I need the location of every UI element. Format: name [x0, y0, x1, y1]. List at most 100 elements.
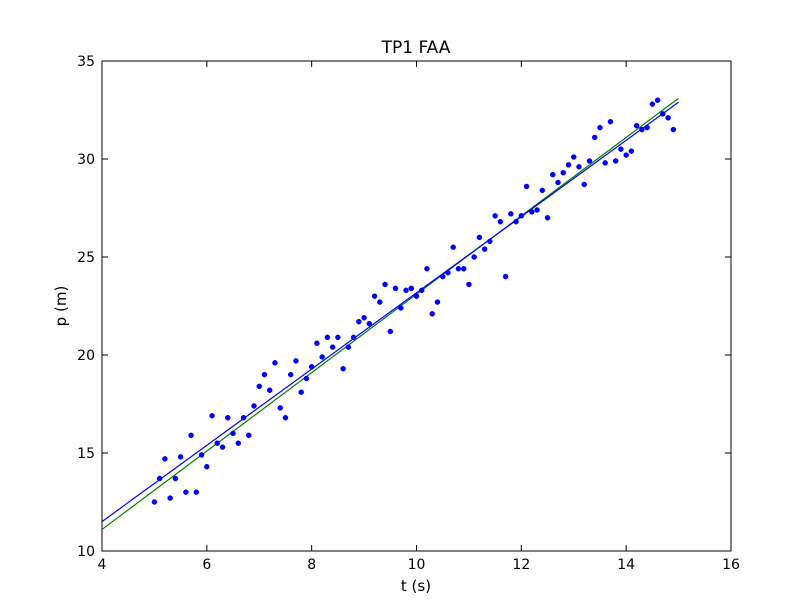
data-point-90	[623, 152, 629, 158]
data-point-47	[398, 305, 404, 311]
data-point-24	[277, 405, 283, 411]
data-point-19	[251, 403, 257, 409]
data-point-98	[665, 115, 671, 121]
data-point-54	[434, 299, 441, 305]
x-tick-label-0: 4	[98, 557, 107, 573]
data-point-91	[628, 148, 635, 154]
chart-title: TP1 FAA	[381, 38, 451, 58]
data-point-0	[151, 499, 158, 505]
data-point-2	[162, 456, 168, 462]
green-line	[101, 97, 679, 530]
x-axis-tick-labels: 4 6 8 10 12 14 16	[98, 557, 740, 573]
data-point-83	[586, 158, 593, 164]
y-tick-label-0: 10	[77, 544, 95, 560]
data-point-62	[476, 234, 483, 241]
data-point-3	[167, 495, 173, 501]
data-point-57	[450, 244, 456, 250]
data-point-93	[639, 126, 645, 133]
data-point-33	[324, 334, 331, 341]
data-points-layer	[151, 97, 677, 505]
data-point-21	[261, 371, 268, 378]
y-axis-label: p (m)	[52, 286, 70, 327]
data-point-51	[418, 287, 425, 294]
data-point-71	[523, 183, 530, 190]
data-point-59	[460, 266, 467, 272]
data-point-29	[303, 375, 310, 382]
data-point-23	[272, 360, 278, 366]
data-point-95	[649, 101, 656, 107]
data-point-4	[172, 475, 179, 482]
data-point-60	[466, 281, 472, 288]
data-point-35	[335, 334, 341, 341]
data-point-75	[544, 215, 551, 221]
data-point-49	[408, 285, 415, 292]
data-point-15	[230, 430, 236, 437]
data-point-76	[550, 171, 556, 178]
data-point-9	[198, 452, 205, 458]
data-point-22	[266, 387, 273, 394]
data-point-39	[356, 318, 362, 325]
data-point-86	[602, 160, 608, 166]
x-tick-label-1: 6	[202, 557, 211, 573]
data-point-8	[193, 489, 200, 495]
data-point-40	[361, 315, 367, 321]
data-point-94	[644, 124, 650, 131]
data-point-72	[529, 209, 535, 215]
data-point-32	[319, 354, 325, 360]
x-tick-label-5: 14	[617, 557, 635, 573]
data-point-12	[214, 440, 221, 446]
data-point-80	[571, 154, 577, 160]
y-axis-tick-labels: 10 15 20 25 30 35	[77, 54, 95, 560]
y-axis-ticks	[102, 60, 731, 552]
data-point-43	[377, 299, 383, 305]
fit-line-layer	[101, 101, 679, 523]
data-point-99	[670, 126, 677, 133]
data-point-50	[413, 293, 420, 299]
data-point-88	[612, 158, 619, 164]
data-point-92	[633, 122, 640, 129]
y-tick-label-3: 25	[77, 250, 95, 266]
y-tick-label-4: 30	[77, 152, 95, 168]
data-point-25	[282, 414, 289, 421]
data-point-81	[576, 164, 582, 170]
data-point-97	[660, 111, 666, 117]
data-point-77	[555, 179, 561, 186]
y-tick-label-5: 35	[77, 54, 95, 70]
data-point-14	[225, 414, 231, 421]
data-point-18	[246, 432, 252, 439]
data-point-96	[654, 97, 661, 103]
data-point-78	[560, 169, 567, 176]
data-point-65	[492, 213, 498, 219]
data-point-85	[597, 124, 603, 131]
data-point-73	[534, 207, 540, 213]
data-point-36	[340, 365, 346, 372]
data-point-48	[403, 287, 409, 294]
blue-line	[101, 101, 679, 523]
data-point-11	[209, 413, 215, 419]
data-point-37	[345, 344, 352, 350]
data-point-84	[591, 134, 598, 141]
data-point-79	[565, 162, 572, 168]
data-point-26	[287, 371, 294, 378]
data-point-68	[508, 211, 514, 217]
data-point-30	[308, 364, 315, 370]
data-point-28	[298, 389, 304, 395]
data-point-53	[429, 311, 435, 317]
data-point-7	[188, 432, 194, 439]
data-point-5	[177, 454, 184, 460]
data-point-66	[497, 218, 504, 225]
data-point-70	[518, 213, 525, 219]
data-point-31	[314, 340, 320, 346]
data-point-64	[487, 238, 493, 245]
data-point-61	[471, 254, 477, 260]
data-point-41	[366, 320, 373, 327]
data-point-44	[382, 281, 388, 288]
data-point-58	[455, 266, 462, 272]
data-point-6	[183, 489, 189, 495]
data-point-63	[481, 246, 488, 252]
data-point-69	[513, 218, 519, 225]
data-point-56	[445, 269, 451, 276]
data-point-1	[156, 475, 163, 482]
data-point-27	[293, 358, 299, 364]
